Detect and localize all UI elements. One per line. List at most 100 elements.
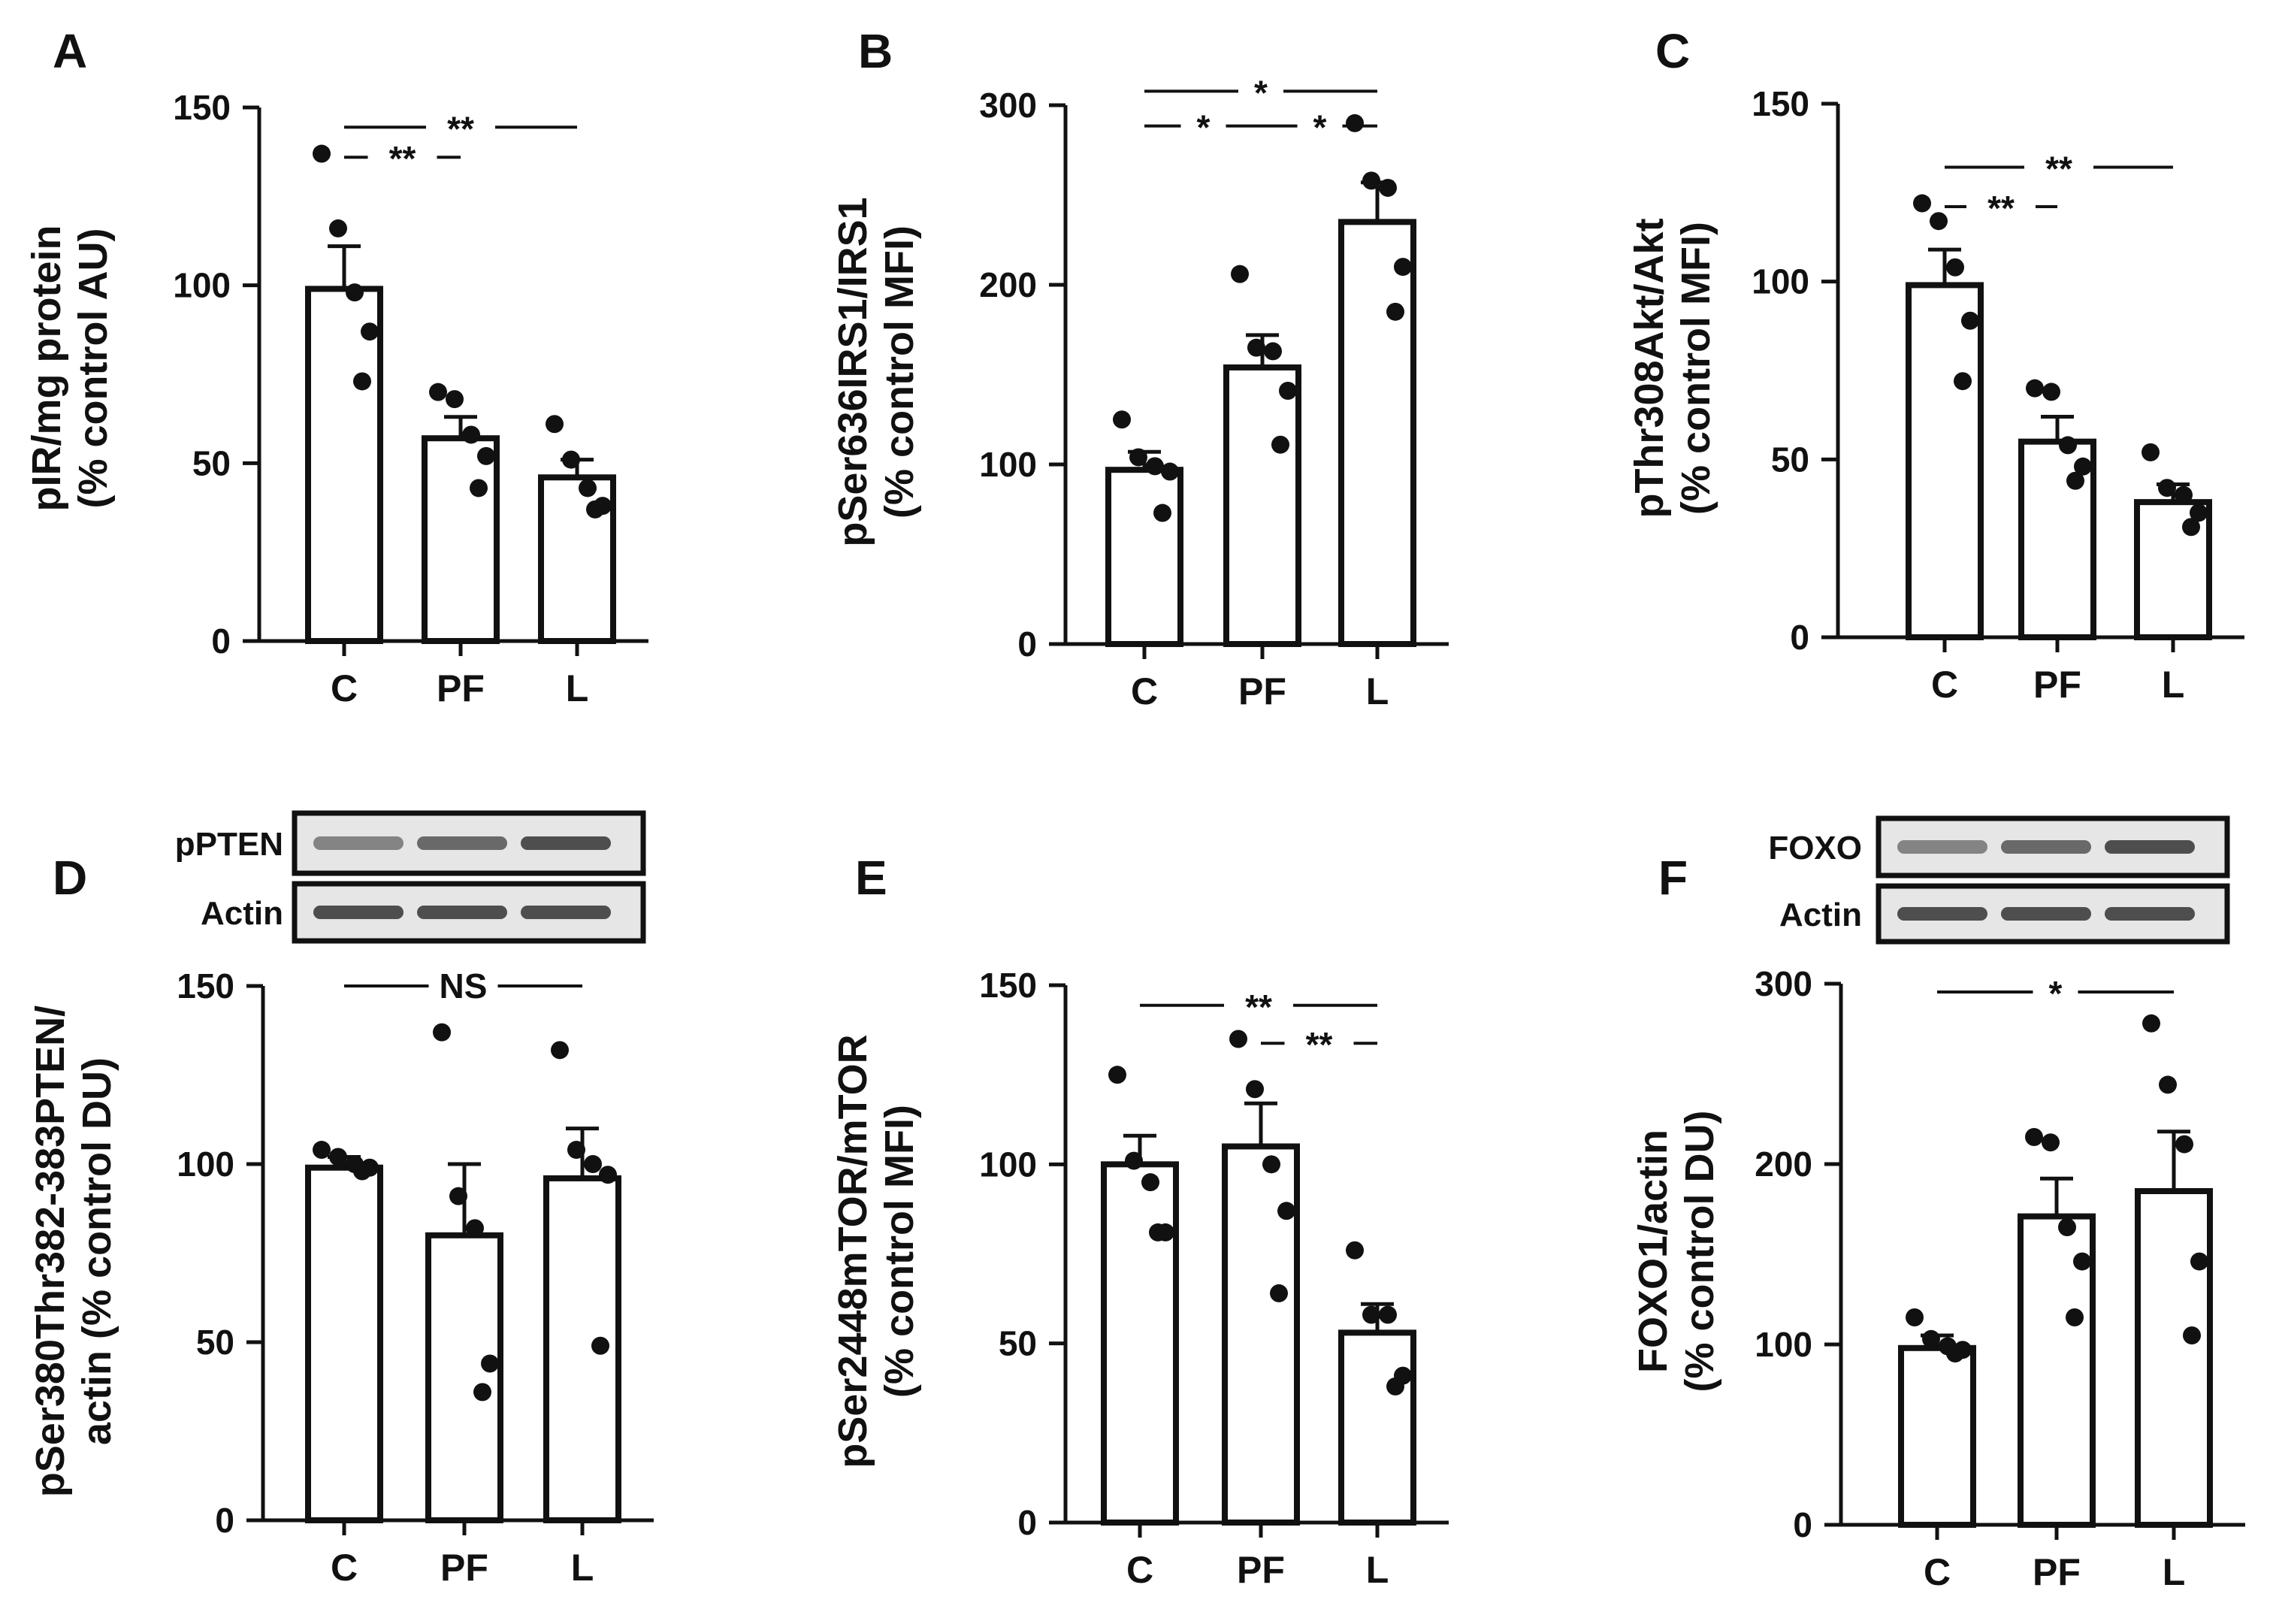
- data-point: [1246, 1080, 1264, 1099]
- y-axis-label-line1: FOXO1/actin: [1631, 1130, 1676, 1373]
- data-point: [1125, 1151, 1143, 1170]
- data-point: [1129, 448, 1147, 467]
- data-point: [1946, 258, 1964, 277]
- data-point: [2182, 518, 2200, 537]
- x-category-label: L: [1366, 1549, 1389, 1591]
- y-tick-label: 50: [999, 1324, 1037, 1363]
- bar-c: [1898, 1344, 1976, 1529]
- panel-letter: E: [855, 851, 887, 905]
- blot-label: Actin: [201, 895, 283, 932]
- data-point: [470, 479, 488, 497]
- blot-label: FOXO: [1768, 830, 1862, 866]
- data-point: [562, 450, 580, 469]
- data-point: [433, 1023, 451, 1042]
- bar-l: [2135, 1188, 2213, 1528]
- data-point: [2026, 379, 2044, 398]
- data-point: [446, 390, 464, 409]
- x-category-label: PF: [1238, 670, 1286, 712]
- x-category-label: C: [1131, 670, 1158, 712]
- bar-c: [305, 1164, 383, 1523]
- significance-bracket: *: [1144, 73, 1377, 112]
- y-axis-label: pThr308Akt/Akt(% control MFI): [1627, 218, 1718, 518]
- y-tick-label: 100: [979, 1145, 1037, 1184]
- data-point: [2183, 1326, 2201, 1344]
- blot-band: [521, 906, 611, 919]
- y-axis-label-line1: pIR/mg protein: [24, 225, 69, 512]
- data-point: [2159, 1075, 2177, 1094]
- bar-c: [1101, 1161, 1179, 1526]
- data-point: [1141, 1173, 1159, 1192]
- data-point: [1279, 382, 1297, 401]
- data-point: [2066, 471, 2084, 490]
- data-point: [1262, 1155, 1280, 1174]
- panel-letter: C: [1655, 24, 1690, 78]
- significance-label: NS: [440, 966, 488, 1006]
- data-point: [1271, 435, 1289, 454]
- y-axis-label: pSer380Thr382-383PTEN/actin (% control D…: [28, 1006, 119, 1497]
- y-tick-label: 100: [979, 445, 1037, 484]
- data-point: [1161, 462, 1179, 481]
- x-category-label: L: [1366, 670, 1389, 712]
- significance-bracket: **: [1945, 150, 2173, 189]
- data-point: [1913, 194, 1931, 213]
- data-point: [1277, 1202, 1295, 1220]
- y-tick-label: 150: [173, 88, 231, 127]
- blot-band: [2001, 907, 2091, 921]
- y-axis-label-line1: pThr308Akt/Akt: [1627, 218, 1672, 518]
- bar-pf: [422, 435, 500, 644]
- y-axis-label-line2: (% control MFI): [877, 225, 922, 519]
- data-point: [2190, 504, 2208, 522]
- panel-letter: B: [858, 24, 893, 78]
- blot-label: pPTEN: [175, 826, 283, 863]
- data-point: [2158, 479, 2176, 497]
- data-point: [2142, 1014, 2160, 1033]
- blot-band: [2105, 907, 2195, 921]
- significance-bracket: **: [344, 139, 461, 178]
- y-tick-label: 150: [979, 966, 1037, 1005]
- data-point: [353, 1162, 371, 1181]
- data-point: [313, 1141, 331, 1160]
- data-point: [591, 1336, 609, 1355]
- significance-label: **: [1987, 189, 2015, 228]
- significance-bracket: *: [1144, 108, 1262, 147]
- western-blot: FOXO Actin: [1768, 815, 2230, 945]
- significance-bracket: NS: [344, 966, 582, 1006]
- blot-band: [313, 836, 404, 850]
- y-tick-label: 0: [215, 1501, 234, 1540]
- panel-letter: D: [53, 851, 87, 905]
- y-tick-label: 300: [1755, 964, 1812, 1003]
- x-category-label: PF: [1237, 1549, 1285, 1591]
- data-point: [329, 219, 347, 237]
- data-point: [1922, 1329, 1940, 1348]
- data-point: [466, 1219, 484, 1238]
- data-point: [477, 446, 495, 465]
- data-point: [1946, 1344, 1964, 1362]
- y-tick-label: 150: [1752, 84, 1809, 123]
- y-tick-label: 0: [1790, 618, 1809, 657]
- data-point: [599, 1166, 617, 1184]
- y-tick-label: 150: [177, 966, 234, 1006]
- data-point: [1346, 1241, 1364, 1260]
- blot-band: [521, 836, 611, 850]
- y-tick-label: 50: [196, 1323, 234, 1362]
- y-axis-label-line2: (% control DU): [1677, 1111, 1722, 1393]
- panel-f: F FOXO1/actin(% control DU) 0 100 200 300 C PF L…: [1631, 815, 2245, 1593]
- bar-c: [1906, 282, 1984, 640]
- y-axis-label-line2: (% control MFI): [1673, 222, 1718, 515]
- significance-bracket: *: [1262, 108, 1377, 147]
- x-category-label: C: [331, 1547, 358, 1589]
- blot-band: [2105, 840, 2195, 854]
- blot-band: [417, 836, 507, 850]
- data-point: [2073, 1252, 2091, 1271]
- data-point: [313, 144, 331, 163]
- data-point: [1264, 342, 1282, 361]
- data-point: [1146, 457, 1164, 476]
- panel-letter: F: [1658, 851, 1688, 905]
- data-point: [2058, 1218, 2076, 1236]
- y-axis-label: pIR/mg protein(% control AU): [24, 225, 116, 512]
- significance-bracket: **: [1945, 189, 2057, 228]
- significance-label: **: [447, 109, 474, 148]
- y-tick-label: 50: [1771, 440, 1809, 479]
